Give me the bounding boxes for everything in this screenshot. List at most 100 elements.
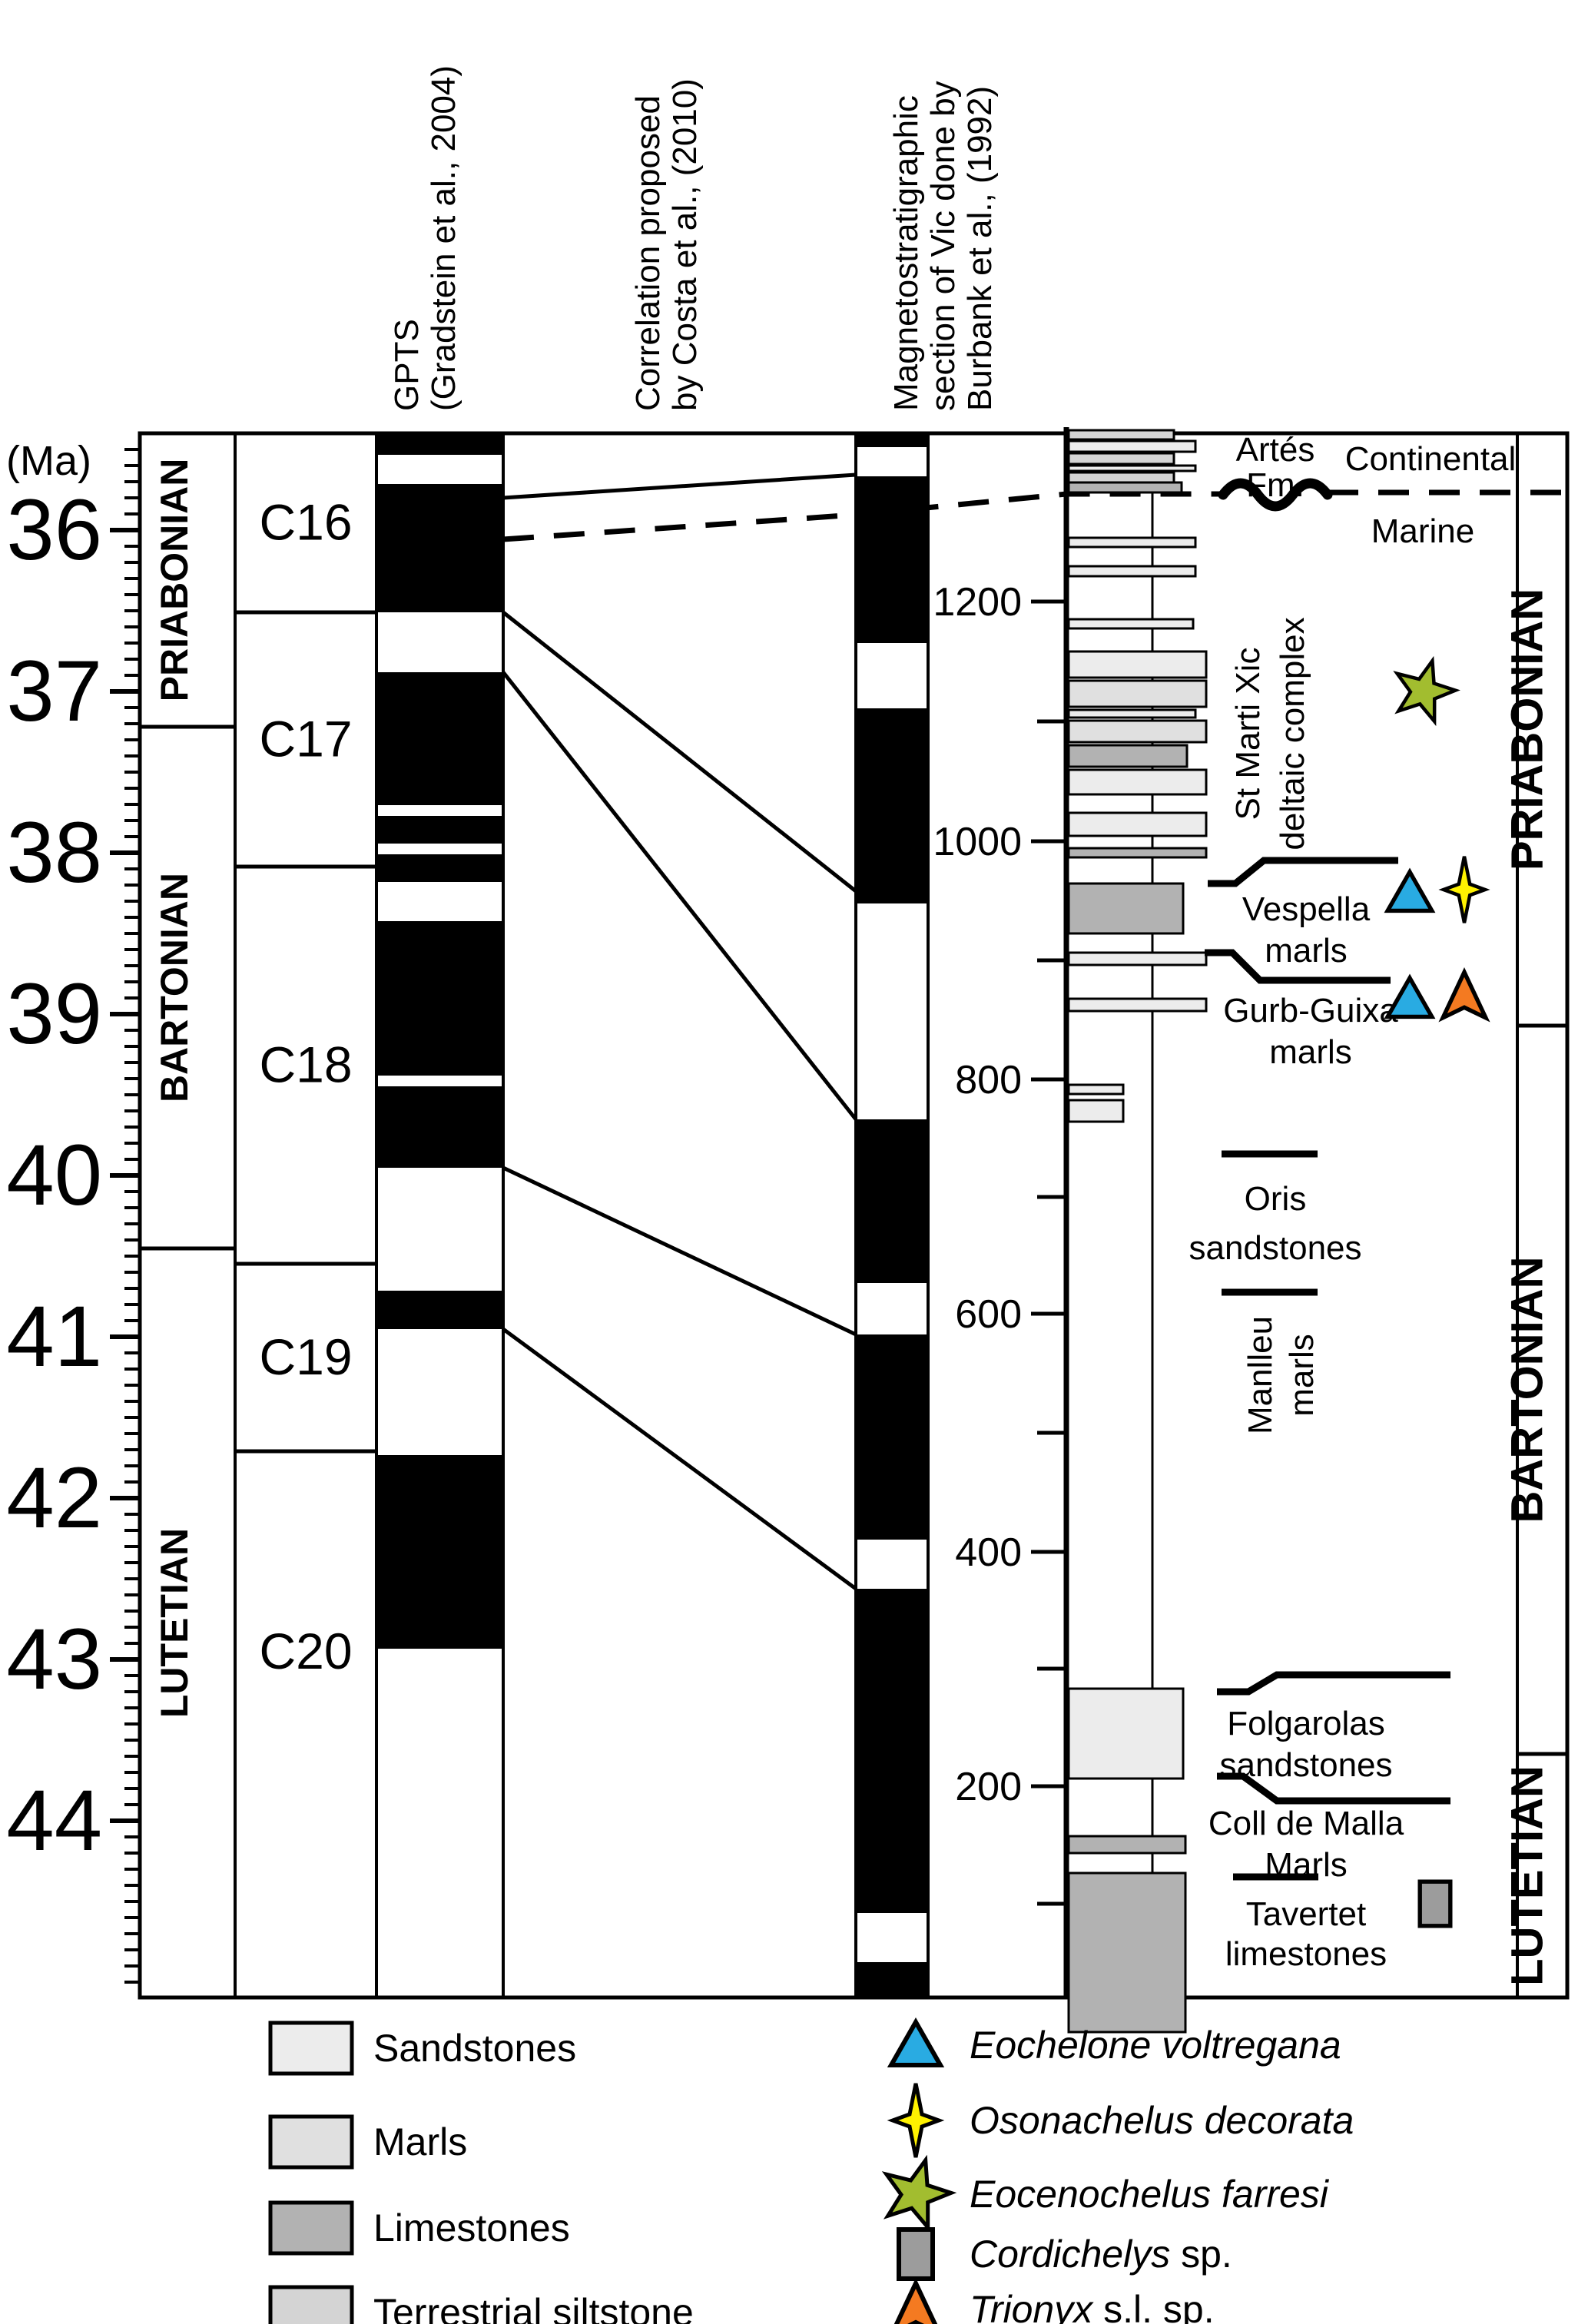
- gpts-normal-polarity-block: [376, 672, 503, 805]
- legend-species-label: Trionyx s.l. sp.: [970, 2288, 1215, 2324]
- formation-bracket: [1208, 857, 1398, 887]
- legend-swatch-siltstone: [268, 2285, 354, 2324]
- ma-axis-unit-label: (Ma): [6, 438, 91, 484]
- ma-tick-label: 42: [6, 1450, 102, 1546]
- lithology-box-sandstone: [1067, 811, 1208, 837]
- right-stage-label: PRIABONIAN: [1503, 588, 1553, 870]
- chart-symbol-triangle-blue: [1384, 867, 1436, 913]
- formation-label-marine: Marine: [1371, 512, 1475, 550]
- left-stage-label: BARTONIAN: [153, 873, 196, 1102]
- lithology-box-sandstone: [1067, 1687, 1185, 1780]
- lithology-box-sandstone: [1067, 565, 1197, 578]
- formation-label-st-marti-xic: St Marti Xic: [1229, 648, 1267, 821]
- chron-label: C18: [259, 1036, 352, 1093]
- meter-tick-label: 1000: [933, 820, 1022, 864]
- formation-label-tavertet-limestones: Tavertet: [1246, 1895, 1367, 1933]
- correlation-line: [502, 472, 857, 500]
- lithology-box-siltstone: [1067, 452, 1175, 466]
- meter-tick-label: 400: [955, 1530, 1022, 1575]
- formation-label-tavertet-limestones: limestones: [1225, 1935, 1387, 1973]
- chart-frame: [138, 431, 1570, 2000]
- correlation-line: [502, 611, 857, 893]
- lithology-box-sandstone: [1067, 951, 1208, 966]
- unconformity-squiggle-icon: [1218, 478, 1333, 512]
- continental-marine-dashed-line: [502, 491, 1223, 542]
- meter-tick-label: 800: [955, 1058, 1022, 1102]
- meter-tick-label: 1200: [933, 580, 1022, 625]
- left-stage-label: LUTETIAN: [153, 1528, 196, 1718]
- legend-symbol-trionyx-orange: [893, 2277, 938, 2324]
- gpts-normal-polarity-block: [376, 484, 503, 612]
- legend-species-label: Eochelone voltregana: [970, 2024, 1341, 2067]
- legend-species-label: Eocenochelus farresi: [970, 2173, 1330, 2216]
- ma-tick-label: 36: [6, 482, 102, 578]
- formation-label-folgarolas-sandstones: Folgarolas: [1227, 1705, 1384, 1742]
- formation-label-oris-sandstones: sandstones: [1189, 1229, 1361, 1267]
- lithology-box-marl: [1067, 679, 1208, 708]
- lithology-box-limestone: [1067, 744, 1189, 768]
- meter-tick-label: 600: [955, 1292, 1022, 1337]
- lithology-box-sandstone: [1067, 464, 1197, 472]
- ma-tick-label: 40: [6, 1127, 102, 1223]
- lithology-box-limestone: [1067, 882, 1185, 935]
- header-gpts: GPTS: [388, 319, 426, 411]
- lithology-box-sandstone: [1067, 708, 1197, 719]
- header-correlation: Correlation proposed: [629, 95, 667, 411]
- vic-normal-polarity-block: [856, 1962, 928, 1997]
- lithology-box-marl: [1067, 719, 1208, 744]
- legend-swatch-sandstone: [268, 2021, 354, 2076]
- ma-tick-label: 41: [6, 1288, 102, 1384]
- lithology-box-sandstone: [1067, 439, 1197, 453]
- ma-tick-label: 44: [6, 1772, 102, 1868]
- formation-label-manlleu-marls: Manlleu: [1242, 1316, 1279, 1434]
- legend-species-label: Cordichelys sp.: [970, 2233, 1232, 2276]
- formation-label-vespella-marls: Vespella: [1242, 890, 1371, 928]
- gpts-normal-polarity-block: [376, 1086, 503, 1168]
- right-stage-label: BARTONIAN: [1503, 1257, 1553, 1523]
- vic-normal-polarity-block: [856, 433, 928, 447]
- ma-tick-label: 37: [6, 643, 102, 739]
- legend-swatch-marl: [268, 2114, 354, 2170]
- legend-symbol-rect-gray: [897, 2227, 935, 2281]
- lithology-box-siltstone: [1067, 471, 1175, 484]
- formation-label-artes-fm: Fm.: [1246, 466, 1305, 504]
- vic-normal-polarity-block: [856, 1119, 928, 1283]
- vic-normal-polarity-block: [856, 708, 928, 903]
- legend-lithology-label: Limestones: [373, 2206, 570, 2249]
- vic-normal-polarity-block: [856, 1334, 928, 1540]
- lithology-box-sandstone: [1067, 650, 1208, 679]
- ma-tick-label: 43: [6, 1611, 102, 1707]
- correlation-line: [502, 671, 857, 1121]
- formation-label-manlleu-marls: marls: [1283, 1334, 1321, 1417]
- chron-label: C16: [259, 494, 352, 551]
- header-vic-section: Burbank et al., (1992): [961, 86, 999, 411]
- chart-symbol-triangle-blue: [1384, 973, 1436, 1019]
- formation-label-oris-sandstones: Oris: [1245, 1180, 1307, 1218]
- gpts-normal-polarity-block: [376, 816, 503, 844]
- chart-symbol-rect-gray: [1417, 1879, 1453, 1928]
- formation-label-gurb-guixa-marls: marls: [1269, 1033, 1352, 1071]
- chart-symbol-star4-yellow: [1438, 856, 1490, 923]
- formation-label-continental: Continental: [1345, 440, 1517, 478]
- ma-tick-label: 39: [6, 966, 102, 1062]
- legend-swatch-limestone: [268, 2200, 354, 2256]
- chart-symbol-star5-green: [1393, 655, 1460, 727]
- header-gpts: (Gradstein et al., 2004): [425, 65, 462, 411]
- formation-label-vespella-marls: marls: [1265, 932, 1348, 970]
- header-correlation: by Costa et al., (2010): [666, 78, 704, 411]
- formation-label-st-marti-xic: deltaic complex: [1274, 617, 1311, 850]
- chron-label: C19: [259, 1328, 352, 1385]
- header-vic-section: Magnetostratigraphic: [887, 95, 925, 411]
- legend-species-label: Osonachelus decorata: [970, 2099, 1354, 2142]
- right-stage-label: LUTETIAN: [1503, 1765, 1553, 1986]
- formation-bracket: [1217, 1772, 1450, 1805]
- chron-label: C20: [259, 1623, 352, 1679]
- legend-lithology-label: Terrestrial siltstone: [373, 2291, 694, 2324]
- vic-normal-polarity-block: [856, 1589, 928, 1913]
- gpts-normal-polarity-block: [376, 921, 503, 1076]
- lithology-box-siltstone: [1067, 429, 1175, 441]
- formation-label-gurb-guixa-marls: Gurb-Guixa: [1223, 992, 1398, 1029]
- lithology-box-sandstone: [1067, 1083, 1125, 1096]
